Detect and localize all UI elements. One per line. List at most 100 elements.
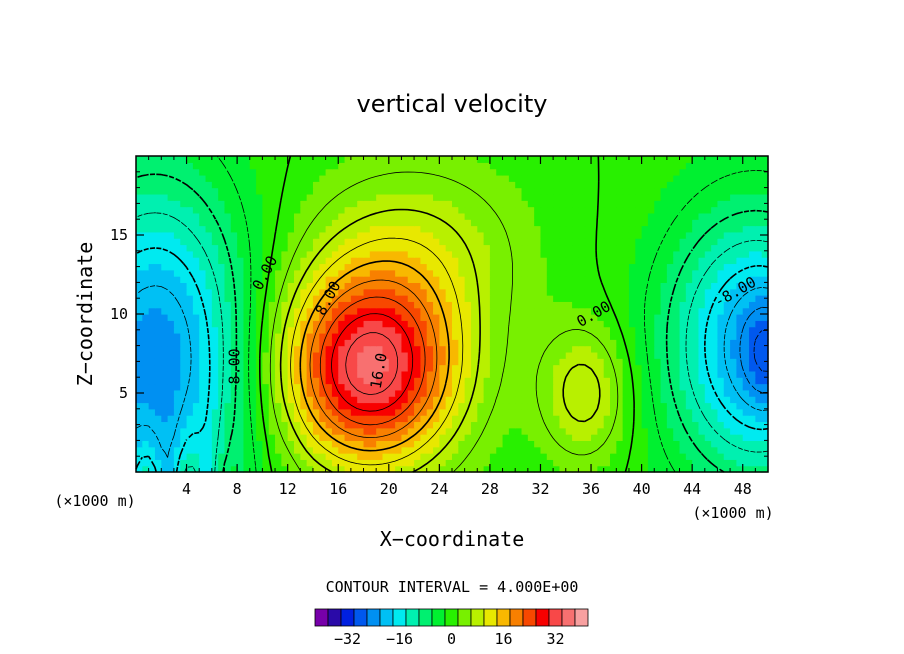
heatmap-cell [692,307,700,315]
heatmap-cell [616,345,624,353]
heatmap-cell [711,225,719,233]
heatmap-cell [256,193,263,201]
heatmap-cell [369,276,377,283]
heatmap-cell [306,402,314,410]
heatmap-cell [610,389,617,397]
heatmap-cell [363,345,371,353]
heatmap-cell [319,276,327,283]
heatmap-cell [489,187,497,195]
heatmap-cell [641,427,649,435]
heatmap-cell [420,206,428,214]
heatmap-cell [591,389,598,397]
heatmap-cell [496,446,504,454]
heatmap-cell [666,219,674,227]
heatmap-cell [591,206,598,214]
heatmap-cell [502,440,510,448]
heatmap-cell [559,332,567,340]
heatmap-cell [357,244,365,252]
heatmap-cell [477,174,485,182]
heatmap-cell [388,364,396,372]
heatmap-cell [749,314,756,321]
heatmap-cell [572,326,579,334]
heatmap-cell [616,257,624,265]
heatmap-cell [161,288,169,296]
heatmap-cell [502,301,510,309]
heatmap-cell [692,269,700,277]
heatmap-cell [350,332,358,340]
heatmap-cell [401,377,409,385]
heatmap-cell [243,156,251,163]
heatmap-cell [136,250,143,258]
heatmap-cell [414,276,421,283]
heatmap-cell [319,206,327,214]
heatmap-cell [572,181,579,189]
heatmap-cell [388,156,396,163]
heatmap-cell [635,181,643,189]
heatmap-cell [136,181,143,189]
heatmap-cell [673,257,681,265]
heatmap-cell [597,332,605,340]
heatmap-cell [167,358,175,366]
heatmap-cell [553,174,561,182]
heatmap-cell [199,440,207,448]
heatmap-cell [445,396,453,404]
heatmap-cell [218,383,226,391]
heatmap-cell [294,168,301,176]
heatmap-cell [395,219,403,227]
heatmap-cell [666,434,674,441]
heatmap-cell [698,200,706,208]
heatmap-cell [154,383,162,391]
heatmap-cell [230,427,238,435]
heatmap-cell [357,421,365,429]
heatmap-cell [439,465,447,473]
heatmap-cell [350,168,358,176]
heatmap-cell [319,459,327,467]
heatmap-cell [445,276,453,283]
heatmap-cell [483,156,491,163]
heatmap-cell [268,434,276,441]
heatmap-cell [294,257,301,265]
heatmap-cell [635,257,643,265]
heatmap-cell [224,276,232,283]
heatmap-cell [673,200,681,208]
heatmap-cell [142,351,150,359]
heatmap-cell [717,212,725,220]
heatmap-cell [331,288,339,296]
heatmap-cell [578,200,586,208]
heatmap-cell [433,427,440,435]
heatmap-cell [470,295,478,302]
heatmap-cell [685,263,693,271]
heatmap-cell [287,269,295,277]
heatmap-cell [262,415,270,423]
heatmap-cell [338,459,346,467]
heatmap-cell [679,370,687,378]
heatmap-cell [698,225,706,233]
heatmap-cell [717,446,725,454]
heatmap-cell [565,383,573,391]
heatmap-cell [628,162,636,170]
heatmap-cell [186,238,194,246]
heatmap-cell [742,453,750,460]
heatmap-cell [458,446,466,454]
heatmap-cell [616,219,624,227]
heatmap-cell [477,162,485,170]
heatmap-cell [192,332,200,340]
heatmap-cell [711,377,719,385]
heatmap-cell [685,320,693,328]
heatmap-cell [597,427,605,435]
heatmap-cell [136,339,143,347]
heatmap-cell [641,402,649,410]
heatmap-cell [742,370,750,378]
heatmap-cell [338,288,346,296]
heatmap-cell [154,187,162,195]
heatmap-cell [749,408,756,416]
heatmap-cell [192,326,200,334]
heatmap-cell [527,465,535,473]
heatmap-cell [540,320,548,328]
heatmap-cell [654,358,662,366]
heatmap-cell [477,427,485,435]
heatmap-cell [218,320,226,328]
heatmap-cell [622,377,630,385]
heatmap-cell [515,168,523,176]
heatmap-cell [281,446,289,454]
